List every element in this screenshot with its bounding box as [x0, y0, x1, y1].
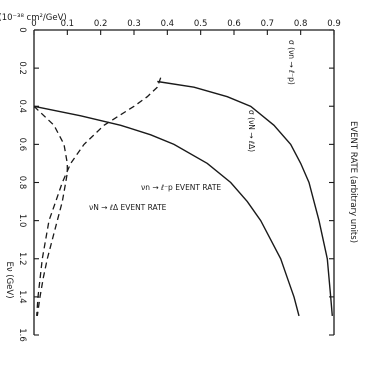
- series-line-3: [33, 105, 68, 316]
- x-tick-label: 1.4: [17, 290, 27, 304]
- x-tick-label: 0.2: [17, 61, 27, 75]
- x-tick-label: 0: [17, 27, 27, 32]
- label-sigma-nu-n: σ (νn → ℓ⁻p): [287, 40, 296, 85]
- secondary-axis-label: EVENT RATE (arbitrary units): [348, 121, 358, 243]
- y-tick-label: 0.1: [61, 19, 75, 29]
- label-event-rate-nu-N: νN → ℓΔ EVENT RATE: [89, 203, 167, 212]
- x-tick-label: 1.0: [17, 214, 27, 228]
- y-axis-label: dσ/dE (10⁻³⁸ cm²/GeV): [0, 13, 67, 23]
- y-tick-label: 0.4: [161, 19, 175, 29]
- y-tick-label: 0.3: [127, 19, 141, 29]
- y-tick-label: 0.5: [194, 19, 208, 29]
- x-tick-label: 0.4: [17, 99, 27, 113]
- label-event-rate-nu-n: νn → ℓ⁻p EVENT RATE: [141, 183, 221, 192]
- series-line-1: [33, 105, 300, 317]
- tick-labels-group: 0 0.2 0.4 0.6 0.8 1.0 1.2 1.4 1.6 0 0.1 0.2 0.3 0.4 0.…: [17, 19, 341, 342]
- y-tick-label: 0: [31, 19, 36, 29]
- series-group: [33, 77, 333, 317]
- y-tick-label: 0.9: [327, 19, 341, 29]
- y-tick-label: 0.7: [261, 19, 275, 29]
- y-tick-label: 0.2: [94, 19, 108, 29]
- x-tick-label: 1.6: [17, 328, 27, 342]
- y-tick-label: 0.6: [227, 19, 241, 29]
- series-line-2: [36, 77, 162, 316]
- label-sigma-nu-N-delta: σ (νN → ℓΔ): [247, 110, 256, 152]
- y-tick-label: 0.8: [294, 19, 308, 29]
- ticks-group: [33, 29, 335, 336]
- series-line-0: [157, 80, 333, 316]
- x-tick-label: 0.6: [17, 138, 27, 152]
- x-axis-label: Eν (GeV): [4, 261, 14, 298]
- x-tick-label: 1.2: [17, 252, 27, 266]
- x-tick-label: 0.8: [17, 176, 27, 190]
